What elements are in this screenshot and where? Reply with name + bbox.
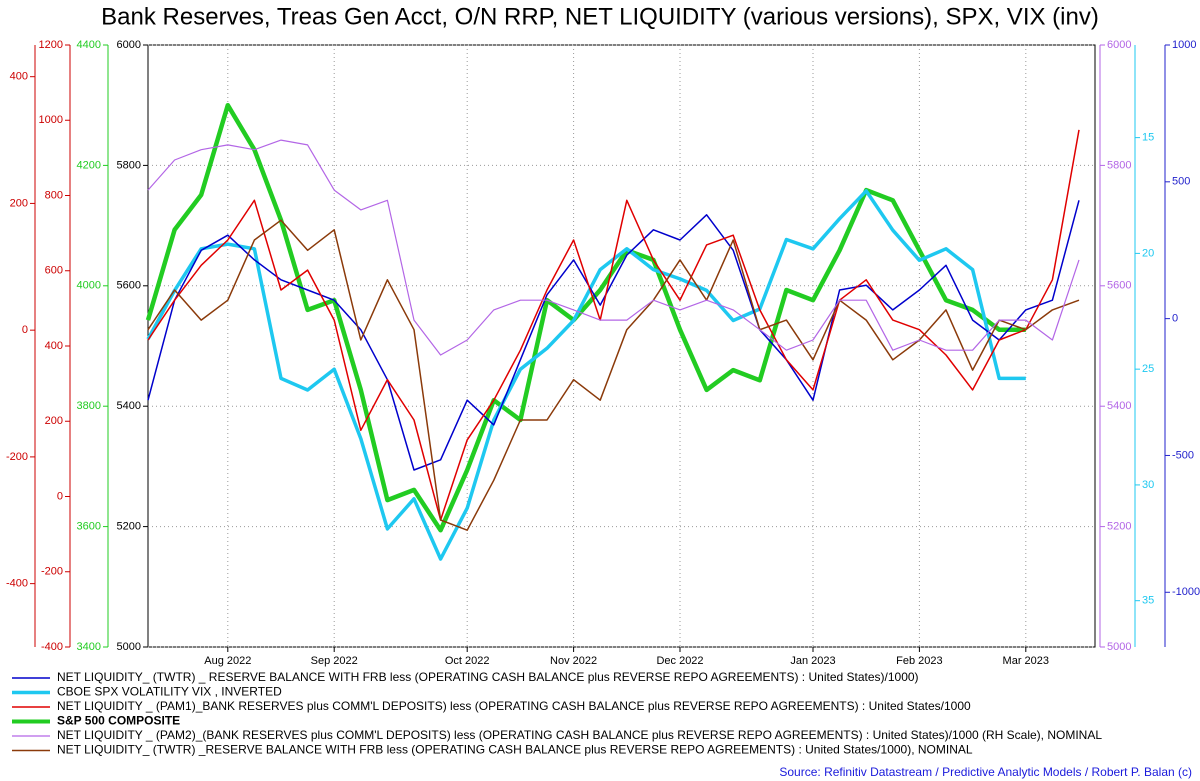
source: Source: Refinitiv Datastream / Predictiv… — [779, 765, 1192, 779]
y-tick-label: 4200 — [77, 159, 101, 171]
y-tick-label: 3400 — [77, 641, 101, 653]
y-tick-label: 400 — [10, 71, 28, 83]
y-tick-label: 400 — [45, 340, 63, 352]
y-tick-label: -500 — [1172, 449, 1194, 461]
y-tick-label: 35 — [1142, 595, 1154, 607]
y-tick-label: 3800 — [77, 400, 101, 412]
y-tick-label: 5400 — [1107, 400, 1131, 412]
y-tick-label: 3600 — [77, 521, 101, 533]
legend-label: S&P 500 COMPOSITE — [57, 714, 180, 728]
y-tick-label: 4000 — [77, 280, 101, 292]
x-tick-label: Dec 2022 — [656, 655, 703, 667]
series-line — [147, 139, 1080, 356]
y-tick-label: -400 — [41, 641, 63, 653]
y-tick-label: -1000 — [1172, 586, 1200, 598]
series-line — [145, 102, 1026, 533]
x-tick-label: Feb 2023 — [896, 655, 942, 667]
y-tick-label: -400 — [6, 578, 28, 590]
y-tick-label: 5600 — [117, 280, 141, 292]
series-line — [146, 189, 1026, 561]
y-tick-label: 5400 — [117, 400, 141, 412]
y-tick-label: 5200 — [1107, 521, 1131, 533]
y-tick-label: 1200 — [39, 39, 63, 51]
series-line — [147, 219, 1080, 531]
x-tick-label: Nov 2022 — [550, 655, 597, 667]
y-tick-label: 15 — [1142, 132, 1154, 144]
legend-label: CBOE SPX VOLATILITY VIX , INVERTED — [57, 685, 282, 699]
y-tick-label: 0 — [57, 490, 63, 502]
x-tick-label: Aug 2022 — [204, 655, 251, 667]
x-tick-label: Mar 2023 — [1003, 655, 1049, 667]
y-tick-label: 30 — [1142, 479, 1154, 491]
y-tick-label: 1000 — [1172, 39, 1196, 51]
plot-area — [147, 44, 1096, 648]
y-tick-label: 500 — [1172, 176, 1190, 188]
y-tick-label: 1000 — [39, 114, 63, 126]
y-tick-label: 800 — [45, 189, 63, 201]
y-tick-label: 0 — [1172, 313, 1178, 325]
legend-label: NET LIQUIDITY _ (PAM2)_(BANK RESERVES pl… — [57, 728, 1102, 742]
y-tick-label: 5800 — [117, 159, 141, 171]
y-tick-label: 6000 — [117, 39, 141, 51]
y-tick-label: 5600 — [1107, 280, 1131, 292]
y-tick-label: 5000 — [1107, 641, 1131, 653]
y-tick-label: 25 — [1142, 363, 1154, 375]
legend-label: NET LIQUIDITY_ (TWTR) _RESERVE BALANCE W… — [57, 743, 973, 757]
y-tick-label: 5200 — [117, 521, 141, 533]
series-line — [147, 129, 1080, 521]
y-tick-label: 4400 — [77, 39, 101, 51]
y-tick-label: 0 — [22, 324, 28, 336]
y-tick-label: 200 — [10, 197, 28, 209]
y-tick-label: 200 — [45, 415, 63, 427]
y-tick-label: -200 — [6, 451, 28, 463]
x-tick-label: Oct 2022 — [445, 655, 490, 667]
chart-title: Bank Reserves, Treas Gen Acct, O/N RRP, … — [101, 3, 1099, 30]
series-line — [147, 200, 1080, 471]
x-tick-label: Sep 2022 — [311, 655, 358, 667]
y-tick-label: 5800 — [1107, 159, 1131, 171]
y-tick-label: 6000 — [1107, 39, 1131, 51]
y-tick-label: 20 — [1142, 247, 1154, 259]
y-tick-label: 5000 — [117, 641, 141, 653]
y-tick-label: -200 — [41, 566, 63, 578]
legend-label: NET LIQUIDITY_ (TWTR) _ RESERVE BALANCE … — [57, 670, 919, 684]
y-tick-label: 600 — [45, 265, 63, 277]
x-tick-label: Jan 2023 — [790, 655, 835, 667]
legend-label: NET LIQUIDITY _ (PAM1)_BANK RESERVES plu… — [57, 699, 971, 713]
